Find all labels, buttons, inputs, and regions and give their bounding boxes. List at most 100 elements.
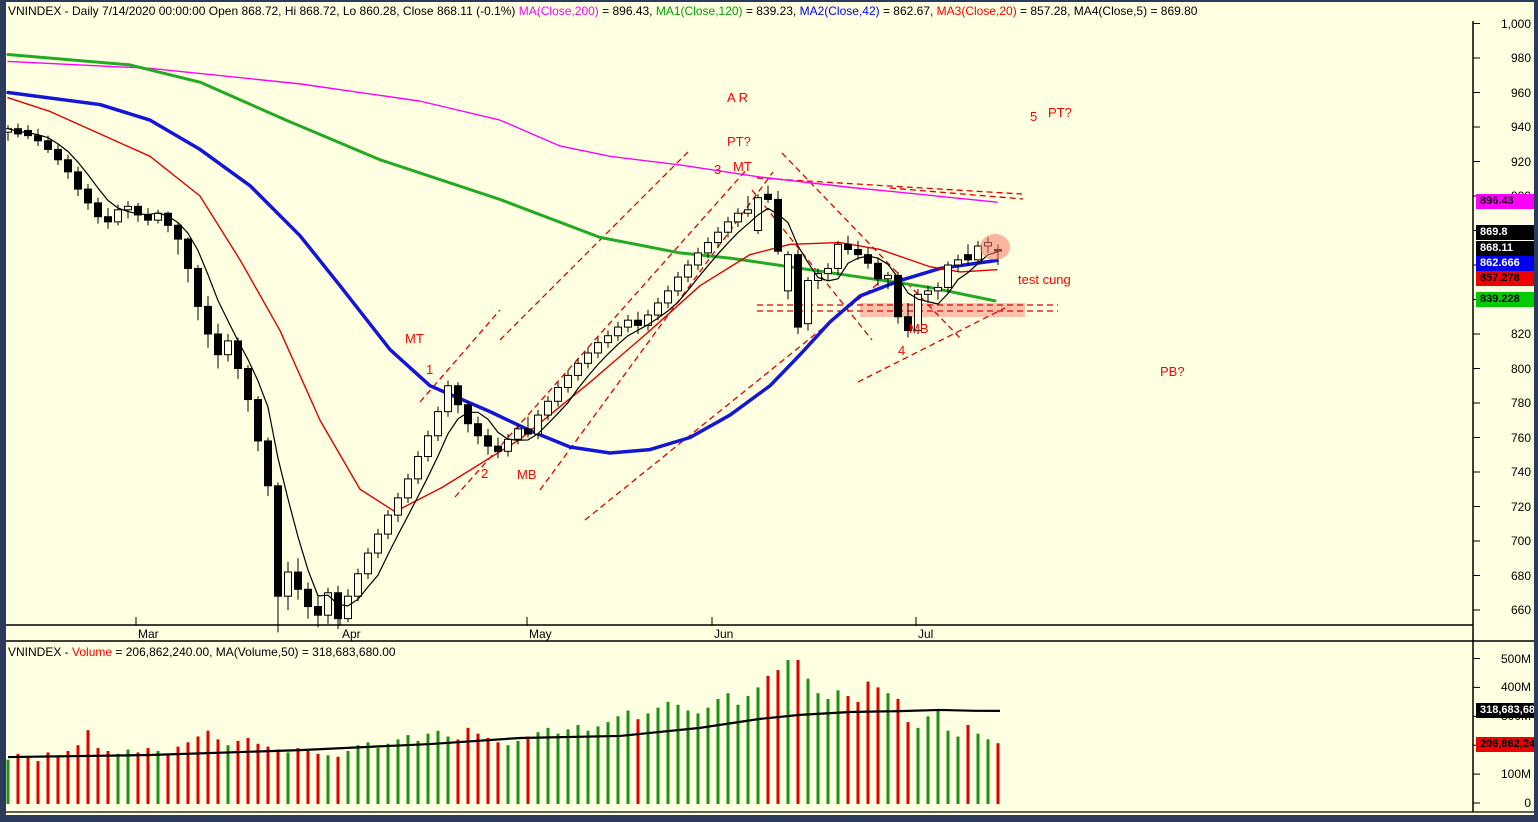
ma-line: [6, 90, 999, 455]
price-panel-title: VNINDEX - Daily 7/14/2020 00:00:00 Open …: [8, 4, 1197, 18]
volume-bar-down: [276, 749, 280, 804]
month-label: May: [529, 627, 552, 641]
volume-bar-down: [246, 737, 250, 804]
volume-bar-down: [146, 748, 150, 804]
candle-up: [384, 514, 392, 535]
candle-up: [584, 352, 592, 364]
volume-bar-up: [926, 716, 930, 804]
month-label: Jun: [714, 627, 734, 641]
volume-bar-down: [206, 730, 210, 804]
title-segment: MA(Close,200): [518, 4, 599, 18]
candle-down: [44, 140, 52, 150]
volume-tick-label: 400M: [1500, 680, 1531, 695]
candle-up: [644, 314, 652, 326]
candle-up: [324, 592, 332, 616]
volume-bar-down: [36, 761, 40, 804]
candle-up: [374, 533, 382, 554]
volume-bar-down: [216, 739, 220, 804]
candle-down: [294, 571, 302, 590]
axis-value-box: 862.666: [1476, 256, 1537, 271]
volume-bar-down: [106, 750, 110, 804]
title-segment: MA2(Close,42): [799, 4, 880, 18]
volume-bar-down: [56, 755, 60, 804]
volume-bar-up: [696, 713, 700, 804]
volume-bar-down: [256, 743, 260, 804]
volume-bar-up: [356, 745, 360, 804]
price-tick-label: 660: [1510, 603, 1531, 617]
candle-down: [174, 224, 182, 240]
price-plot-area[interactable]: [5, 53, 1059, 633]
candle-up: [804, 280, 812, 325]
title-segment: = 839.23,: [742, 4, 800, 18]
volume-bar-down: [96, 748, 100, 804]
candle-up: [6, 128, 12, 133]
volume-bar-down: [906, 722, 910, 804]
volume-bar-up: [426, 733, 430, 804]
candle-down: [74, 171, 82, 190]
candle-up: [354, 573, 362, 597]
price-tick-label: 700: [1510, 534, 1531, 548]
candle-up: [924, 290, 932, 295]
volume-bar-down: [766, 675, 770, 804]
annotation-text: 2: [481, 466, 489, 481]
volume-bar-down: [86, 730, 90, 804]
volume-plot-area[interactable]: [6, 645, 1001, 804]
volume-bar-down: [26, 756, 30, 804]
trendline-dashed: [857, 307, 1006, 383]
volume-bar-up: [686, 710, 690, 804]
candle-up: [754, 197, 762, 232]
volume-bar-up: [516, 740, 520, 804]
candle-up: [664, 290, 672, 304]
annotation-text: A R: [727, 90, 748, 105]
candle-down: [844, 243, 852, 250]
volume-bar-up: [986, 739, 990, 804]
volume-bar-up: [596, 726, 600, 804]
axis-value-box: 868.11: [1476, 241, 1537, 256]
annotation-text: 5: [1030, 109, 1038, 124]
candle-down: [244, 368, 252, 401]
ma5-line: [7, 128, 999, 607]
volume-tick-label: 500M: [1500, 651, 1531, 666]
trendline-dashed: [889, 187, 1024, 200]
price-tick-label: 980: [1510, 51, 1531, 65]
volume-bar-down: [996, 743, 1000, 804]
candle-up: [624, 319, 632, 328]
title-segment: = 206,862,240.00, MA(Volume,50) = 318,68…: [112, 645, 396, 659]
price-tick-label: 680: [1510, 568, 1531, 583]
volume-bar-up: [376, 748, 380, 804]
volume-bar-up: [946, 730, 950, 804]
volume-bar-up: [976, 733, 980, 804]
annotation-text: 3: [714, 162, 722, 177]
candle-down: [904, 316, 912, 332]
price-tick-label: 780: [1510, 396, 1531, 410]
volume-bar-up: [446, 736, 450, 804]
volume-tick-label: 0: [1524, 796, 1531, 810]
candle-up: [734, 212, 742, 223]
trendline-dashed: [781, 152, 963, 341]
price-tick-label: 740: [1510, 465, 1531, 479]
candle-up: [284, 571, 292, 597]
volume-bar-down: [496, 742, 500, 804]
candle-down: [314, 606, 322, 616]
annotation-text: PT?: [727, 134, 751, 149]
volume-bar-up: [346, 750, 350, 804]
candle-up: [574, 362, 582, 376]
candle-up: [654, 302, 662, 316]
volume-bar-up: [156, 750, 160, 804]
window-frame-left: [0, 0, 6, 822]
volume-bar-down: [316, 753, 320, 804]
volume-bar-up: [116, 753, 120, 804]
candle-down: [494, 445, 502, 452]
annotation-text: 1: [426, 362, 434, 377]
candle-up: [124, 205, 132, 211]
volume-bar-up: [646, 713, 650, 804]
candle-up: [224, 340, 232, 356]
axis-value-box: 318,683,680: [1476, 703, 1537, 718]
month-label: Jul: [918, 627, 934, 641]
candle-down: [264, 440, 272, 487]
volume-bar-down: [486, 737, 490, 804]
candle-up: [344, 595, 352, 620]
candle-down: [34, 135, 42, 142]
